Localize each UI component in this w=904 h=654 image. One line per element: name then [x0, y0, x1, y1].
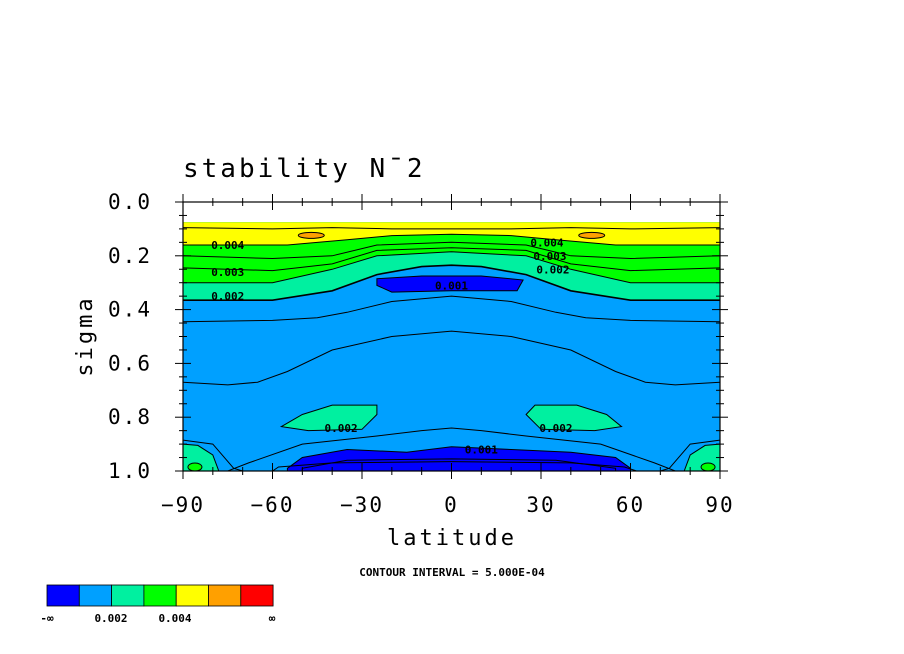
contour-line [183, 227, 720, 230]
x-tick-label: 0 [444, 493, 459, 517]
y-tick-label: 0.0 [108, 190, 152, 214]
y-tick-label: 0.2 [108, 244, 152, 268]
contour-line [183, 295, 720, 323]
contour-line [660, 439, 720, 471]
contour-interval-note: CONTOUR INTERVAL = 5.000E-04 [359, 566, 545, 579]
contour-line [183, 439, 243, 471]
y-tick-label: 1.0 [108, 459, 152, 483]
y-axis-label: sigma [73, 295, 98, 376]
region-max-south [298, 232, 325, 239]
colorbar-swatch [78, 584, 113, 607]
axis-ticks [175, 194, 728, 479]
contour-max-north [578, 231, 606, 239]
contour-max-south [297, 231, 325, 239]
y-tick-labels: 0.0 0.2 0.4 0.6 0.8 1.0 [108, 190, 152, 483]
x-tick-label: 30 [526, 493, 555, 517]
y-tick-label: 0.8 [108, 405, 152, 429]
colorbar-swatch [175, 584, 209, 607]
contour-lines [183, 227, 720, 471]
chart-title: stability N¯2 [183, 154, 426, 184]
x-tick-label: 60 [616, 493, 645, 517]
region-max-north [578, 232, 605, 239]
contour-label: 0.002 [536, 263, 569, 276]
contour-line [183, 233, 720, 246]
contour-label: 0.002 [325, 422, 358, 435]
contour-label: 0.004 [530, 236, 563, 249]
contour-line [183, 330, 720, 386]
contour-label: 0.001 [465, 443, 498, 456]
x-tick-label: 90 [705, 493, 734, 517]
region-002-north-lobe [525, 404, 623, 432]
y-tick-label: 0.6 [108, 351, 152, 375]
x-tick-label: −30 [340, 493, 384, 517]
region-corner-south-inner [187, 462, 203, 471]
contour-line [183, 251, 720, 284]
contour-fills [183, 222, 720, 471]
colorbar-label: -∞ [40, 612, 54, 625]
colorbar-swatch [111, 584, 145, 607]
contour-label: 0.001 [435, 279, 468, 292]
y-tick-label: 0.4 [108, 298, 152, 322]
colorbar-label: ∞ [269, 612, 276, 625]
x-axis-label: latitude [387, 526, 517, 551]
x-tick-labels: −90 −60 −30 0 30 60 90 [161, 493, 734, 517]
colorbar-swatch [208, 584, 242, 607]
contour-line [183, 247, 720, 272]
colorbar-label: 0.002 [94, 612, 127, 625]
contour-label: 0.003 [211, 266, 244, 279]
contour-line [227, 427, 676, 471]
region-min-upper [376, 275, 524, 293]
x-tick-label: −90 [161, 493, 205, 517]
contour-line [183, 264, 720, 301]
contour-label: 0.002 [211, 290, 244, 303]
colorbar [46, 584, 274, 607]
contour-label: 0.004 [211, 239, 244, 252]
colorbar-swatch [240, 584, 274, 607]
x-tick-label: −60 [251, 493, 295, 517]
contour-label: 0.003 [533, 250, 566, 263]
contour-labels: 0.0040.0030.0020.0040.0030.0020.0010.002… [211, 236, 572, 456]
colorbar-swatch [143, 584, 177, 607]
contour-line [272, 461, 637, 471]
colorbar-labels: -∞ 0.002 0.004 ∞ [40, 612, 275, 625]
region-002-south-lobe [279, 404, 378, 432]
colorbar-swatch [46, 584, 80, 607]
contour-label: 0.002 [539, 422, 572, 435]
colorbar-label: 0.004 [158, 612, 191, 625]
region-corner-north-inner [700, 462, 716, 471]
contour-line [183, 241, 720, 260]
